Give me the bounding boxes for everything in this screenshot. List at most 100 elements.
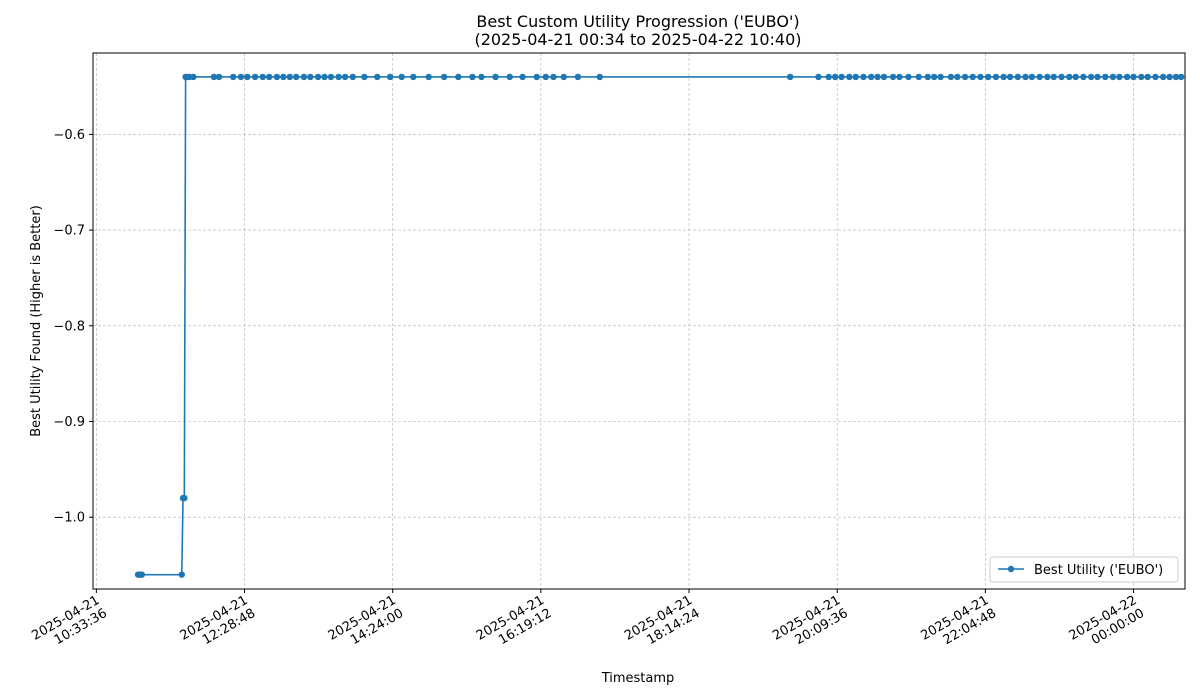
data-point: [181, 494, 188, 502]
data-point: [455, 73, 462, 81]
data-point: [327, 73, 335, 81]
y-tick-label: −0.9: [53, 415, 85, 430]
data-point: [440, 73, 448, 81]
data-point: [361, 73, 368, 81]
data-point: [596, 73, 603, 81]
data-point: [889, 73, 897, 81]
y-axis-label: Best Utility Found (Higher is Better): [29, 205, 44, 437]
data-point: [574, 73, 582, 81]
data-point: [506, 73, 513, 81]
data-point: [915, 73, 922, 81]
data-point: [251, 73, 259, 81]
data-point: [425, 73, 432, 81]
data-point: [831, 73, 839, 81]
data-point: [1144, 73, 1151, 81]
axes: [89, 52, 1186, 593]
data-point: [1028, 73, 1036, 81]
data-point: [560, 73, 567, 81]
data-point: [969, 73, 976, 81]
x-axis-label: Timestamp: [601, 671, 675, 686]
y-tick-label: −0.6: [53, 128, 85, 143]
data-point: [335, 73, 342, 81]
data-point: [1072, 73, 1079, 81]
y-tick-label: −0.7: [53, 224, 85, 239]
data-point: [519, 73, 526, 81]
data-point: [1177, 73, 1185, 81]
data-point: [954, 73, 961, 81]
data-point: [321, 73, 328, 81]
data-point: [190, 73, 197, 81]
data-point: [280, 73, 287, 81]
data-point: [896, 73, 903, 81]
data-point: [1066, 73, 1073, 81]
data-point: [314, 73, 322, 81]
data-point: [293, 73, 300, 81]
data-point: [341, 73, 349, 81]
data-point: [273, 73, 281, 81]
y-tick-label: −1.0: [53, 511, 85, 526]
data-point: [386, 73, 394, 81]
data-point: [237, 73, 245, 81]
chart-subtitle: (2025-04-21 00:34 to 2025-04-22 10:40): [474, 30, 801, 49]
data-point: [229, 73, 237, 81]
legend-box: [989, 556, 1179, 583]
data-point: [937, 73, 944, 81]
data-point: [1044, 73, 1051, 81]
data-point: [1109, 73, 1117, 81]
data-point: [307, 73, 314, 81]
data-point: [860, 73, 867, 81]
data-point: [410, 73, 417, 81]
data-point: [1006, 73, 1014, 81]
series-points-layer: [134, 73, 1185, 578]
data-point: [492, 73, 499, 81]
data-point: [985, 73, 992, 81]
data-point: [825, 73, 832, 81]
data-point: [215, 73, 223, 81]
data-point: [266, 73, 273, 81]
data-point: [1000, 73, 1007, 81]
y-tick-labels: −1.0 −0.9 −0.8 −0.7 −0.6: [53, 128, 85, 526]
data-point: [1094, 73, 1101, 81]
data-point: [1014, 73, 1021, 81]
data-point: [846, 73, 853, 81]
data-point: [1138, 73, 1145, 81]
data-point: [992, 73, 1000, 81]
data-point: [1172, 73, 1180, 81]
data-point: [838, 73, 845, 81]
data-point: [178, 571, 185, 578]
data-point: [1036, 73, 1043, 81]
data-point: [478, 73, 485, 81]
data-point: [1116, 73, 1123, 81]
data-point: [1152, 73, 1159, 81]
data-point: [300, 73, 308, 81]
data-point: [286, 73, 293, 81]
data-point: [961, 73, 969, 81]
data-point: [210, 73, 218, 81]
data-point: [947, 73, 955, 81]
data-point: [905, 73, 912, 81]
data-point: [815, 73, 822, 81]
chart-title: Best Custom Utility Progression ('EUBO'): [476, 12, 799, 31]
data-point: [533, 73, 540, 81]
data-point: [1102, 73, 1109, 81]
data-point: [1058, 73, 1065, 81]
data-point: [550, 73, 557, 81]
data-point: [138, 571, 146, 578]
data-point: [469, 73, 476, 81]
data-point: [880, 73, 888, 81]
legend-label: Best Utility ('EUBO'): [1034, 563, 1163, 578]
data-point: [244, 73, 251, 81]
data-point: [1123, 73, 1131, 81]
data-point: [1080, 73, 1087, 81]
grid-lines: [93, 53, 1185, 589]
data-point: [930, 73, 938, 81]
plot-frame: [92, 52, 1186, 590]
data-point: [259, 73, 266, 81]
